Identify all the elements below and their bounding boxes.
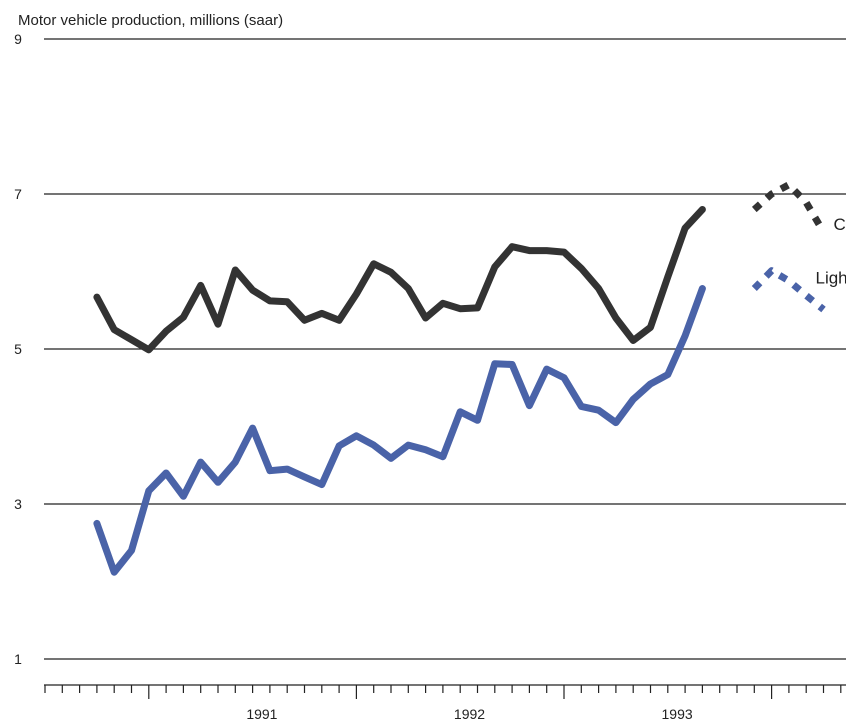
series-projection-cars bbox=[751, 181, 827, 234]
series-group: Cars Light trucks bbox=[93, 181, 846, 576]
y-tick-label: 3 bbox=[14, 496, 22, 512]
y-tick-label: 7 bbox=[14, 186, 22, 202]
x-tick-label: 1992 bbox=[454, 706, 485, 722]
y-tick-label: 9 bbox=[14, 31, 22, 47]
y-axis-title: Motor vehicle production, millions (saar… bbox=[18, 12, 283, 29]
series-label-cars: Cars bbox=[834, 215, 846, 234]
series-line-light-trucks bbox=[93, 285, 706, 576]
y-tick-label: 5 bbox=[14, 341, 22, 357]
x-axis: 1991199219931994 bbox=[44, 684, 846, 722]
series-line-cars bbox=[93, 206, 706, 354]
y-tick-labels: 1 3 5 7 9 bbox=[14, 31, 22, 667]
y-tick-label: 1 bbox=[14, 651, 22, 667]
x-tick-label: 1993 bbox=[662, 706, 693, 722]
gridlines bbox=[44, 38, 846, 660]
x-tick-label: 1991 bbox=[246, 706, 277, 722]
series-label-light-trucks: Light trucks bbox=[816, 268, 846, 287]
series-projection-light-trucks bbox=[751, 267, 826, 313]
